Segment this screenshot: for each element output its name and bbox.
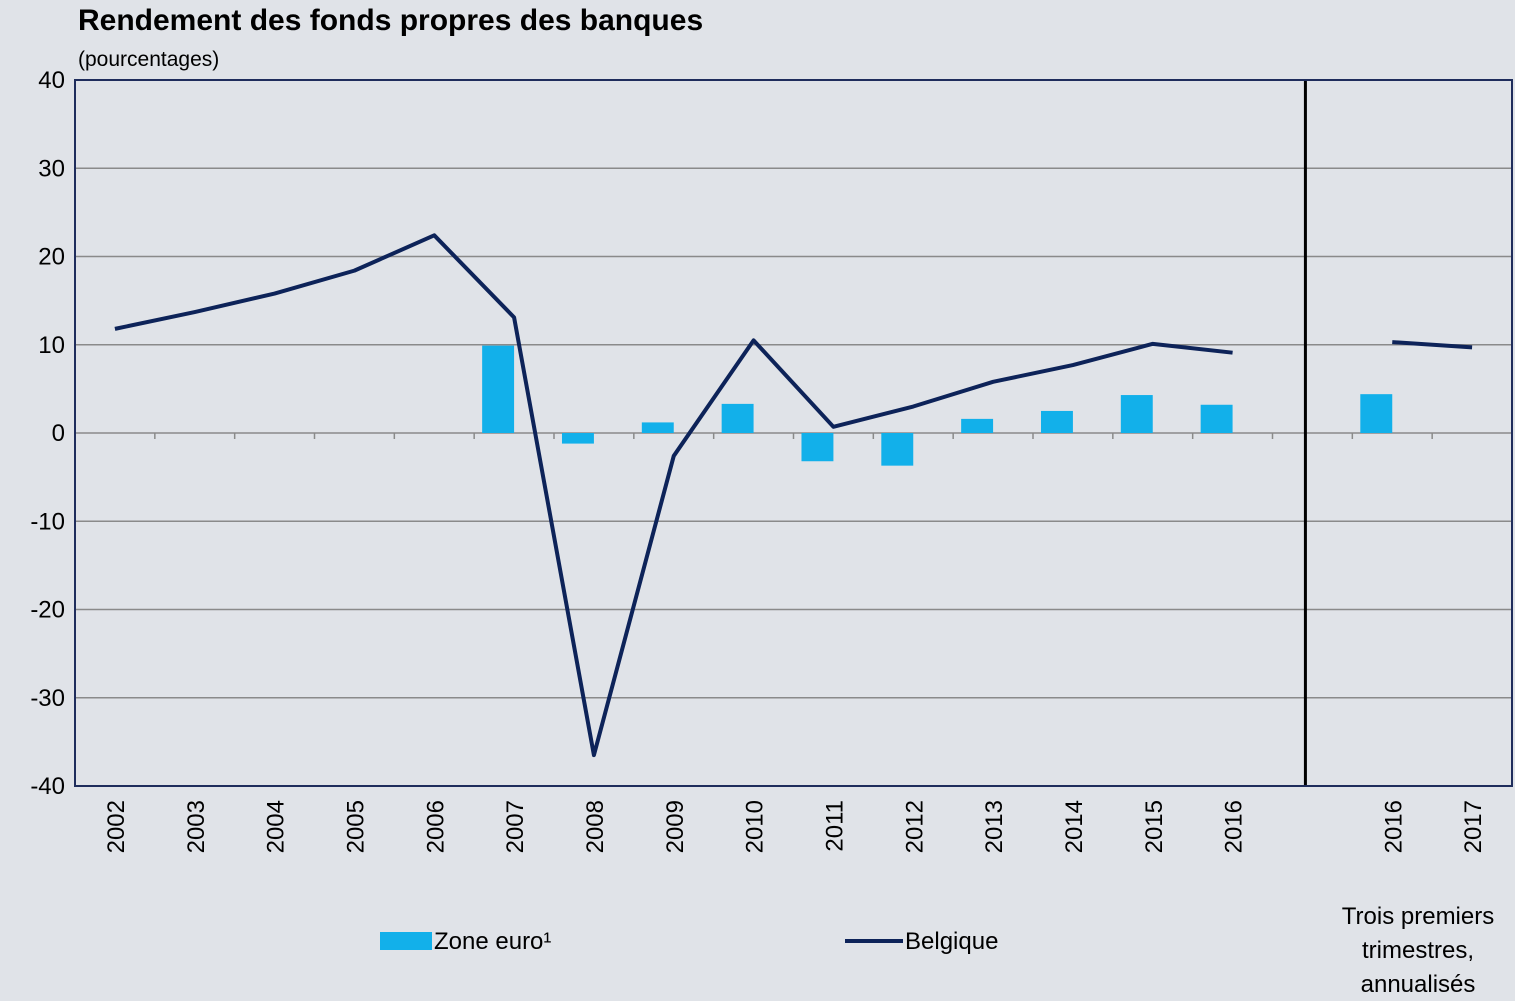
y-tick-label: 10 (38, 332, 65, 359)
bar (641, 422, 674, 433)
line (114, 233, 1473, 758)
x-tick-label: 2009 (662, 800, 689, 853)
x-tick-label: 2011 (821, 800, 848, 852)
bar (1200, 404, 1233, 433)
legend-swatch (380, 932, 432, 950)
bar (961, 418, 994, 433)
x-tick-label: 2010 (742, 800, 769, 853)
bar (721, 403, 754, 433)
y-tick-label: -30 (30, 685, 65, 712)
x-tick-label: 2002 (103, 800, 130, 853)
y-tick-label: -40 (30, 773, 65, 800)
x-tick-label: 2016 (1380, 800, 1407, 853)
chart-title: Rendement des fonds propres des banques (78, 4, 703, 37)
chart-subtitle: (pourcentages) (78, 48, 219, 71)
y-tick-label: 20 (38, 244, 65, 271)
y-tick-label: 0 (52, 420, 65, 447)
bar (1040, 410, 1073, 433)
bar (561, 433, 594, 444)
x-tick-label: 2006 (422, 800, 449, 853)
x-tick-label: 2014 (1061, 800, 1088, 853)
annotation: annualisés (1361, 971, 1476, 998)
y-tick-label: 40 (38, 67, 65, 94)
x-tick-label: 2004 (263, 800, 290, 853)
x-tick-label: 2005 (342, 800, 369, 853)
bar (1120, 395, 1153, 433)
y-tick-label: 30 (38, 155, 65, 182)
bar (801, 433, 834, 462)
bar (1360, 394, 1393, 433)
bar (881, 433, 914, 466)
x-tick-label: 2008 (582, 800, 609, 853)
x-tick-label: 2016 (1221, 800, 1248, 853)
x-tick-label: 2015 (1141, 800, 1168, 853)
x-tick-label: 2007 (502, 800, 529, 853)
y-tick-label: -20 (30, 597, 65, 624)
x-tick-label: 2017 (1460, 800, 1487, 853)
legend-label: Belgique (905, 928, 998, 955)
x-tick-label: 2003 (183, 800, 210, 853)
x-tick-label: 2013 (981, 800, 1008, 853)
y-tick-label: -10 (30, 508, 65, 535)
plot-frame (74, 79, 1513, 787)
bar (482, 345, 515, 433)
annotation: trimestres, (1362, 937, 1474, 964)
x-tick-label: 2012 (901, 800, 928, 853)
annotation: Trois premiers (1342, 903, 1494, 930)
legend-label: Zone euro¹ (434, 928, 551, 955)
